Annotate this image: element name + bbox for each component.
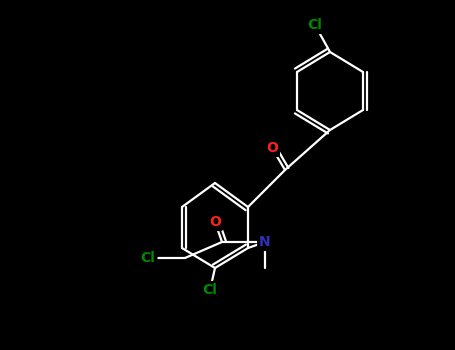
Text: O: O xyxy=(266,141,278,155)
Text: Cl: Cl xyxy=(202,283,217,297)
Text: Cl: Cl xyxy=(141,251,156,265)
Text: Cl: Cl xyxy=(308,18,323,32)
Text: N: N xyxy=(259,235,271,249)
Text: O: O xyxy=(209,215,221,229)
